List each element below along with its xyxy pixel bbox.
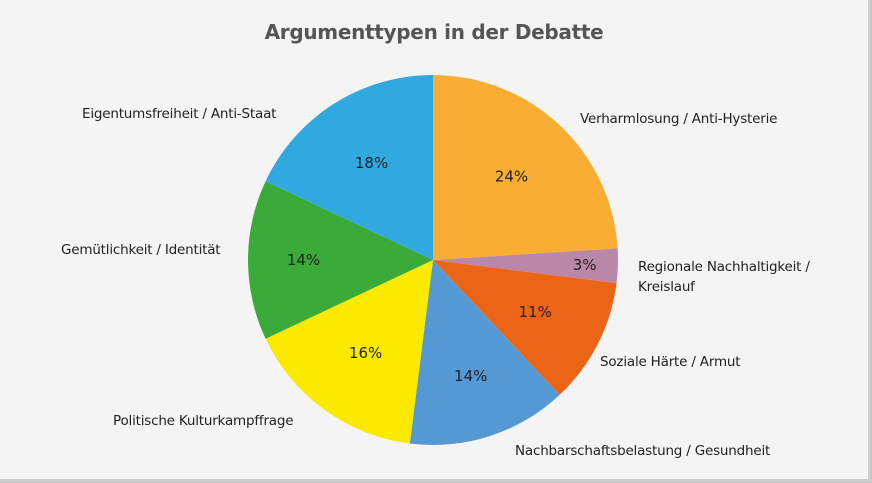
slice-percent-label: 11% [519, 303, 552, 321]
label-gemuetlichkeit: Gemütlichkeit / Identität [61, 242, 221, 258]
pie-slice [409, 260, 560, 446]
slice-percent-label: 14% [287, 251, 320, 269]
slice-percent-label: 16% [349, 344, 382, 362]
pie-slice [265, 75, 433, 260]
pie-slice [265, 260, 433, 444]
label-eigentum: Eigentumsfreiheit / Anti-Staat [82, 106, 277, 122]
chart-title: Argumenttypen in der Debatte [264, 20, 604, 44]
pie-slice [433, 260, 617, 395]
pie-slice [433, 248, 618, 284]
pie-slice [247, 181, 433, 339]
label-regional-line1: Regionale Nachhaltigkeit / [638, 259, 810, 275]
slice-percent-label: 3% [573, 256, 597, 274]
slice-percent-label: 14% [454, 367, 487, 385]
label-verharmlosung: Verharmlosung / Anti-Hysterie [580, 111, 778, 127]
label-nachbar: Nachbarschaftsbelastung / Gesundheit [515, 443, 771, 459]
label-politisch: Politische Kulturkampffrage [113, 413, 294, 429]
slice-percent-label: 18% [355, 154, 388, 172]
slice-percent-label: 24% [495, 167, 528, 185]
label-regional-line2: Kreislauf [638, 279, 695, 295]
label-sozial: Soziale Härte / Armut [600, 354, 741, 370]
pie-slice [433, 75, 618, 260]
